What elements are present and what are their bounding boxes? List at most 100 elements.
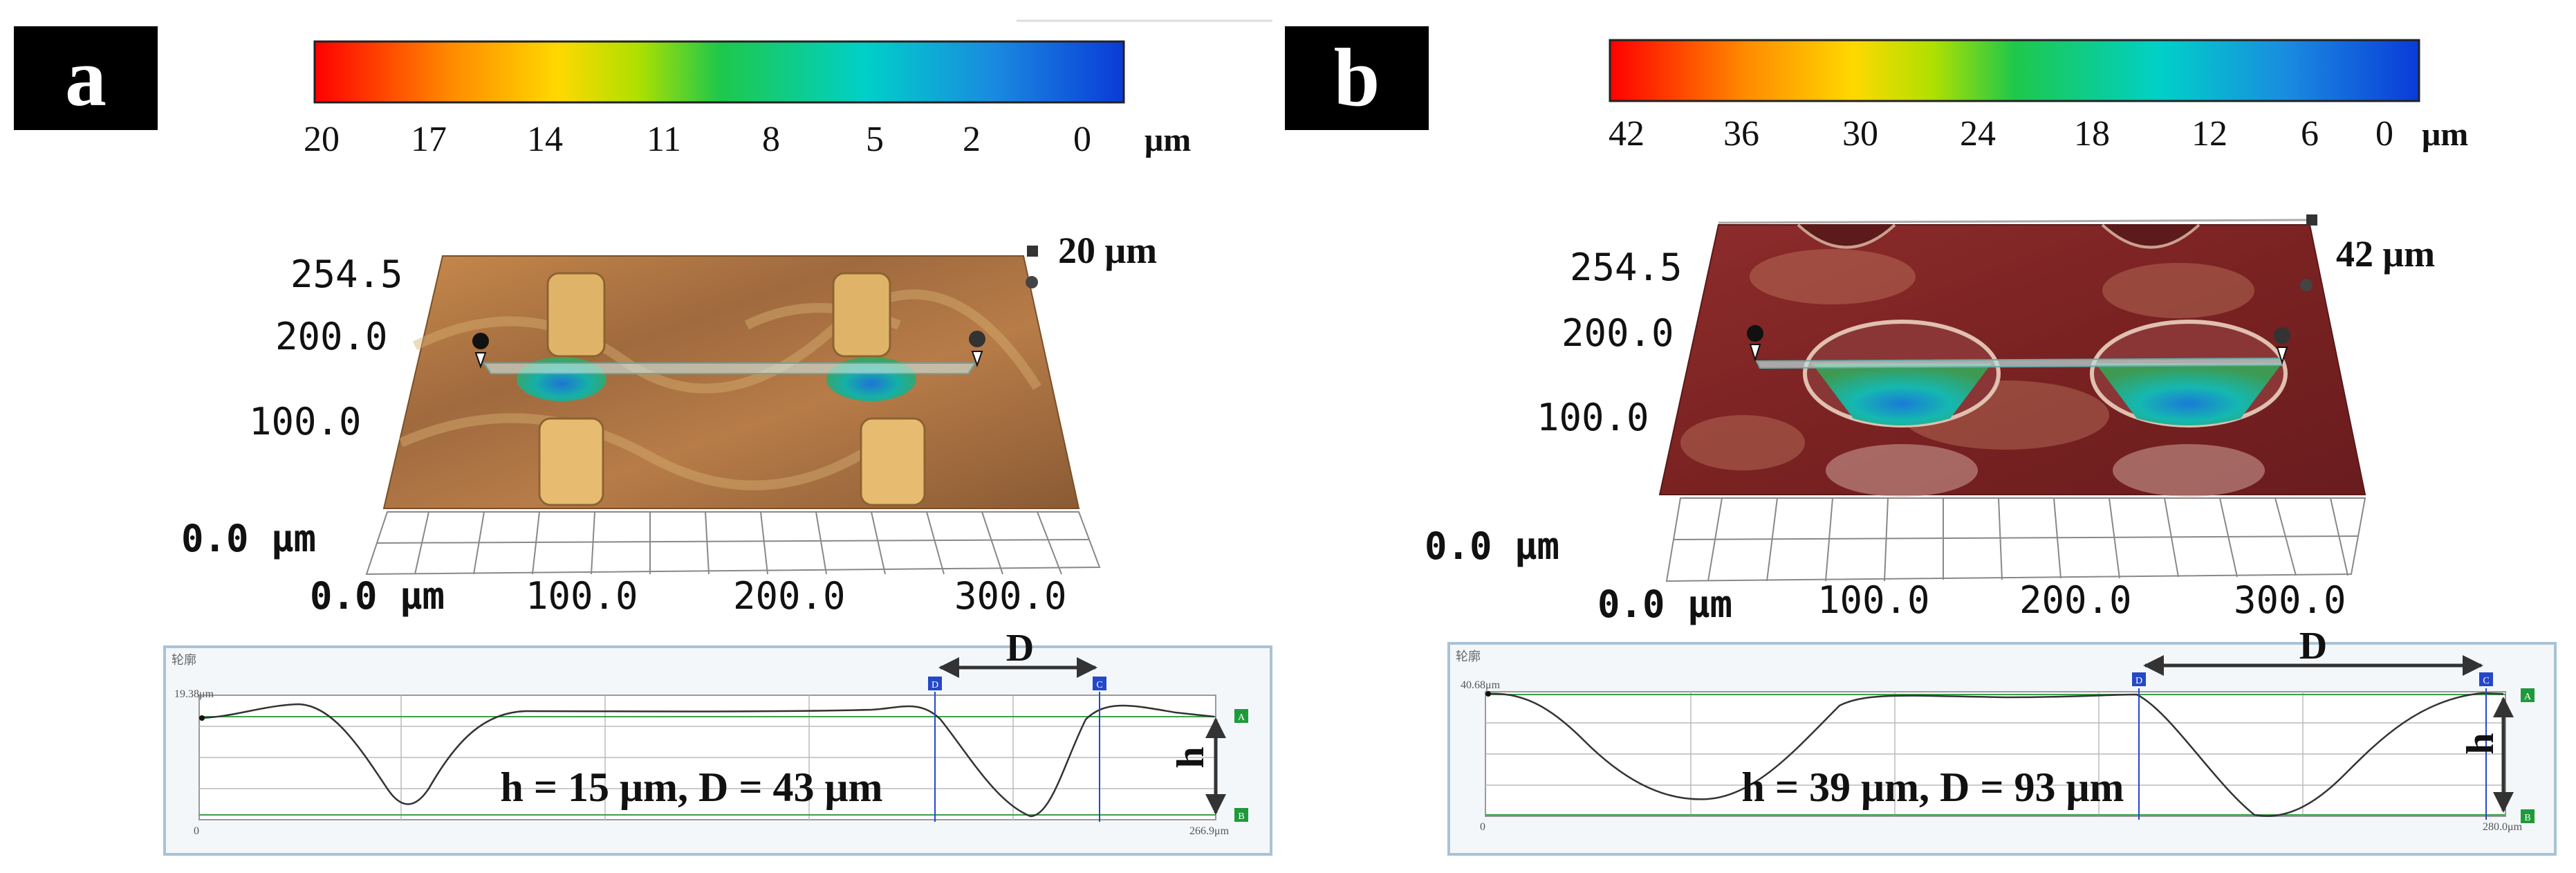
section-start-pin — [474, 352, 487, 369]
marker-B: B — [1238, 811, 1244, 822]
z-max-label: 42 μm — [2336, 233, 2435, 275]
panel-letter: a — [65, 31, 106, 123]
origin-label: 0.0 μm — [181, 517, 316, 560]
marker-C: C — [1096, 680, 1102, 690]
section-start-pin — [1749, 344, 1761, 362]
colorbar-tick: 0 — [2375, 114, 2393, 154]
dim-label-h: h — [1169, 746, 1212, 768]
colorbar-tick: 42 — [1609, 114, 1644, 154]
panel-letter: b — [1334, 31, 1380, 123]
grid-floor — [365, 511, 1101, 576]
x-tick: 200.0 — [733, 574, 846, 618]
surface-top-edge — [1718, 219, 2310, 224]
marker-C: C — [2483, 676, 2489, 686]
profile-curve — [1486, 692, 2504, 817]
profile-title: 轮廓 — [172, 653, 196, 667]
profile-start-dot — [1485, 691, 1491, 697]
y-tick: 200.0 — [1562, 311, 1674, 355]
profile-right-bottom: 280.0μm — [2483, 821, 2523, 833]
profile-window: 轮廓 D C A B 40.68 — [1447, 625, 2557, 856]
measurement-annotation: h = 15 μm, D = 43 μm — [500, 764, 882, 810]
profile-top-label: 40.68μm — [1461, 679, 1501, 691]
colorbar-tick: 8 — [762, 120, 780, 159]
x-tick: 100.0 — [526, 574, 638, 618]
colorbar-tick: 24 — [1960, 114, 1996, 154]
x-tick: 200.0 — [2019, 578, 2132, 622]
z-marker — [2300, 279, 2313, 291]
profile-top-label: 19.38μm — [174, 688, 214, 700]
pit — [1812, 363, 1992, 425]
marker-C-box — [1093, 677, 1106, 690]
colorbar-tick: 36 — [1723, 114, 1759, 154]
colorbar-tick: 20 — [304, 120, 340, 159]
y-tick: 100.0 — [249, 400, 362, 443]
measurement-annotation: h = 39 μm, D = 93 μm — [1741, 764, 2124, 810]
dim-label-h: h — [2459, 733, 2502, 754]
colorbar-tick: 12 — [2192, 114, 2227, 154]
section-end-marker — [969, 331, 985, 347]
profile-left-bottom: 0 — [1480, 821, 1485, 833]
y-tick: 100.0 — [1537, 396, 1649, 439]
marker-B: B — [2524, 813, 2530, 823]
colorbar-tick: 14 — [527, 120, 563, 159]
colorbar — [313, 40, 1125, 104]
marker-D: D — [2135, 676, 2142, 686]
profile-start-dot — [199, 715, 205, 721]
section-start-marker — [472, 333, 489, 349]
profile-left-bottom: 0 — [194, 825, 199, 837]
y-tick: 200.0 — [275, 315, 388, 358]
grid-floor — [1665, 497, 2366, 582]
z-max-label: 20 μm — [1058, 230, 1157, 271]
colorbar-tick: 30 — [1842, 114, 1878, 154]
colorbar-tick: 0 — [1073, 120, 1091, 159]
z-marker — [1027, 246, 1038, 257]
pit — [2095, 363, 2282, 425]
x-tick: 300.0 — [954, 574, 1067, 618]
marker-A-box — [2521, 688, 2535, 702]
panel-a: a 20 17 14 11 8 5 2 0 μm — [14, 19, 1272, 856]
profile-right-bottom: 266.9μm — [1189, 825, 1230, 837]
panel-b: b 42 36 30 24 18 12 6 0 μm — [1285, 26, 2557, 856]
section-plane — [1755, 357, 2283, 369]
marker-A-box — [1234, 709, 1248, 723]
marker-A: A — [1238, 713, 1245, 723]
surface-texture — [1680, 249, 2254, 470]
colorbar-tick: 11 — [647, 120, 681, 159]
section-end-marker — [2274, 327, 2290, 344]
colorbar-unit: μm — [1145, 122, 1191, 158]
colorbar — [1609, 39, 2420, 102]
marker-D-box — [2132, 672, 2146, 686]
section-end-pin — [2276, 347, 2288, 365]
x-tick: 0.0 μm — [310, 574, 445, 618]
y-tick: 254.5 — [1570, 246, 1683, 289]
marker-B-box — [2521, 809, 2535, 823]
z-marker — [1026, 276, 1038, 288]
marker-A: A — [2524, 692, 2532, 702]
origin-label: 0.0 μm — [1425, 524, 1559, 568]
colorbar-tick: 17 — [411, 120, 447, 159]
pillars — [538, 272, 926, 506]
profile-window: 轮廓 D C A B 19.38 — [163, 627, 1272, 856]
colorbar-tick: 5 — [866, 120, 884, 159]
dim-label-D: D — [2299, 625, 2327, 668]
profile-curve — [200, 703, 1215, 818]
marker-B-box — [1234, 808, 1248, 822]
colorbar-tick: 2 — [963, 120, 981, 159]
section-start-marker — [1747, 325, 1763, 342]
panel-letter-box — [14, 26, 158, 130]
section-plane — [483, 362, 976, 374]
colorbar-tick: 6 — [2301, 114, 2319, 154]
x-tick: 0.0 μm — [1597, 582, 1732, 626]
colorbar-ticks: 20 17 14 11 8 5 2 0 μm — [304, 120, 1191, 159]
profile-title: 轮廓 — [1456, 650, 1481, 663]
x-tick: 300.0 — [2234, 578, 2346, 622]
z-marker — [2306, 214, 2317, 226]
colorbar-tick: 18 — [2074, 114, 2110, 154]
colorbar-unit: μm — [2422, 116, 2468, 153]
panel-letter-box — [1285, 26, 1429, 130]
section-end-pin — [971, 351, 983, 368]
profile-gridlines — [1485, 692, 2505, 816]
y-tick: 254.5 — [290, 252, 403, 296]
dim-label-D: D — [1006, 627, 1034, 670]
